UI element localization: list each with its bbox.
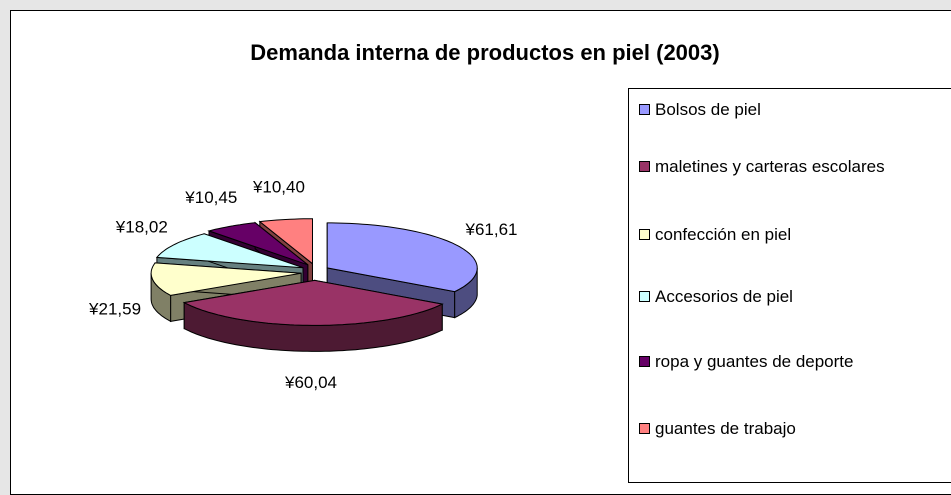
legend-item: Bolsos de piel [639, 99, 949, 121]
legend-label: ropa y guantes de deporte [655, 352, 854, 371]
legend: Bolsos de piel maletines y carteras escol… [628, 88, 951, 483]
legend-label: confección en piel [655, 225, 792, 244]
slice-top [150, 262, 302, 296]
legend-label: Accesorios de piel [655, 287, 793, 306]
legend-item: confección en piel [639, 224, 949, 246]
slice-top [182, 279, 444, 326]
data-label: ¥60,04 [284, 373, 337, 392]
legend-item: Accesorios de piel [639, 286, 949, 308]
data-label: ¥10,40 [252, 177, 305, 196]
legend-swatch [639, 229, 650, 240]
slice-top [326, 222, 478, 293]
slice-top [155, 233, 304, 269]
data-label: ¥21,59 [88, 300, 141, 319]
legend-swatch [639, 423, 650, 434]
legend-item: ropa y guantes de deporte [639, 351, 949, 373]
legend-label: Bolsos de piel [655, 100, 761, 119]
data-label: ¥61,61 [464, 220, 517, 239]
legend-swatch [639, 291, 650, 302]
legend-swatch [639, 104, 650, 115]
legend-swatch [639, 356, 650, 367]
data-label: ¥18,02 [115, 218, 168, 237]
legend-label: maletines y carteras escolares [655, 157, 885, 176]
slice [182, 279, 444, 352]
legend-label: guantes de trabajo [655, 419, 796, 438]
slice-top [258, 218, 313, 265]
legend-item: maletines y carteras escolares [639, 156, 949, 178]
slice-top [207, 222, 309, 266]
legend-swatch [639, 161, 650, 172]
data-label: ¥10,45 [184, 188, 237, 207]
chart-title: Demanda interna de productos en piel (20… [250, 40, 719, 65]
legend-item: guantes de trabajo [639, 418, 949, 440]
